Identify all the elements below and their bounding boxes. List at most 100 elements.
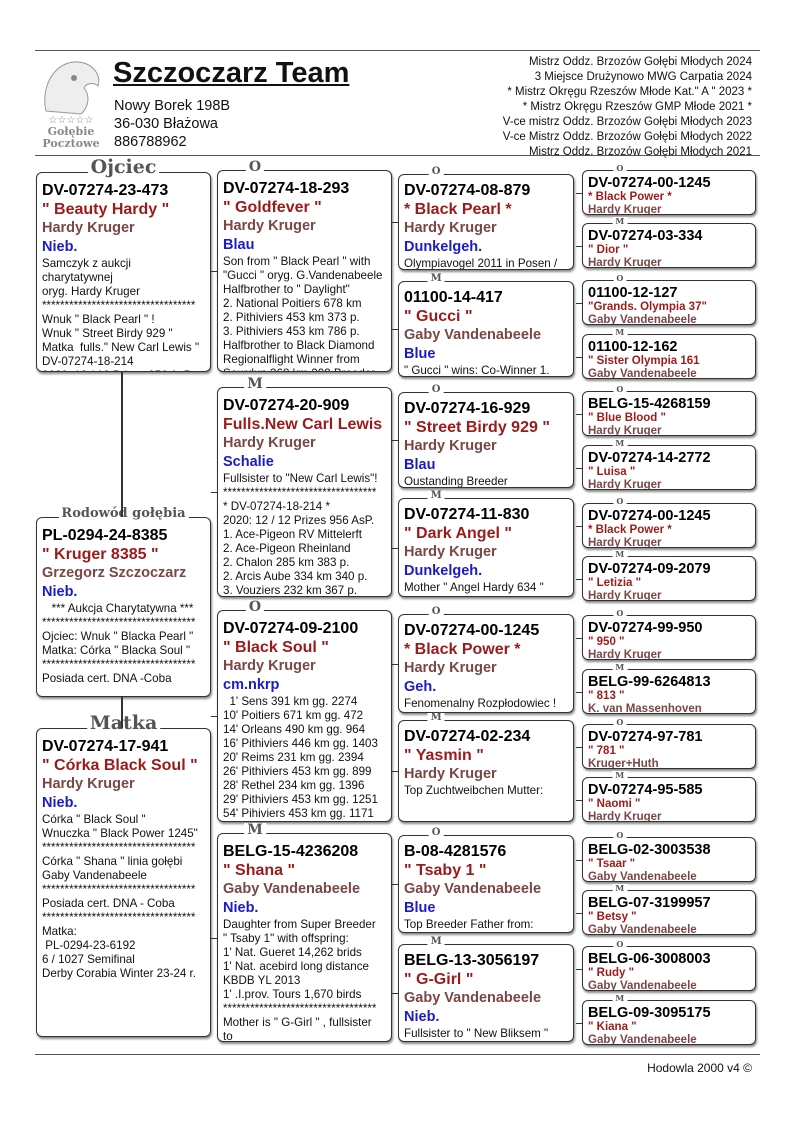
parent-label: M — [612, 663, 628, 671]
note-line: Matka: Córka " Blacka Soul " — [42, 644, 191, 657]
note-line: Fullsister to "New Carl Lewis"! — [223, 472, 378, 485]
award: Mistrz Oddz. Brzozów Gołębi Młodych 2021 — [528, 146, 752, 158]
connector — [576, 1022, 582, 1024]
awards: Mistrz Oddz. Brzozów Gołębi Młodych 2024… — [503, 55, 752, 160]
ring-number: BELG-07-3199957 — [588, 895, 711, 911]
notes: Córka " Black Soul " Wnuczka " Black Powe… — [42, 813, 205, 981]
note-line: ********************************** — [223, 1002, 377, 1015]
ring-number: 01100-12-162 — [588, 339, 678, 355]
note-line: Top Breeder Father from: — [404, 918, 534, 931]
bird-name: " Naomi " — [588, 798, 641, 810]
top-divider — [35, 50, 760, 51]
bird-name: " Shana " — [223, 862, 296, 879]
color: Nieb. — [404, 1009, 440, 1025]
pedigree-box: DV-07274-09-2079 " Letizia " Hardy Kruger — [582, 556, 756, 601]
note-line: Wnuczka " Black Power 1245" — [42, 827, 198, 840]
note-line: * DV-07274-18-214 * — [223, 500, 330, 513]
note-line: charytatywnej — [42, 271, 113, 284]
award: Mistrz Oddz. Brzozów Gołębi Młodych 2024 — [528, 56, 752, 68]
color: Blau — [404, 457, 436, 473]
color: Blue — [404, 346, 436, 362]
pedigree-box: BELG-15-4236208 " Shana " Gaby Vandenabeel… — [217, 833, 392, 1042]
ring-number: DV-07274-09-2100 — [223, 620, 359, 637]
ring-number: DV-07274-00-1245 — [588, 508, 711, 524]
ring-number: BELG-13-3056197 — [404, 952, 540, 969]
connector — [121, 372, 123, 517]
notes: Top Breeder Father from: — [404, 918, 568, 932]
breeder: Gaby Vandenabeele — [588, 980, 697, 991]
note-line: ********************************** — [223, 486, 377, 499]
bird-name: " Goldfever " — [223, 199, 322, 216]
bird-name: " Yasmin " — [404, 747, 484, 764]
note-line: 1. Ace-Pigeon RV Mittelerft — [223, 528, 362, 541]
ring-number: PL-0294-24-8385 — [42, 527, 168, 544]
breeder: Gaby Vandenabeele — [404, 990, 542, 1006]
notes: Samczyk z aukcji charytatywnej oryg. Hardy… — [42, 257, 205, 371]
pedigree-box: BELG-15-4268159 " Blue Blood " Hardy Kruge… — [582, 391, 756, 436]
note-line: Daughter from Super Breeder — [223, 918, 376, 931]
breeder: Hardy Kruger — [404, 766, 497, 782]
note-line: 6 / 1027 Semifinal — [42, 953, 135, 966]
ring-number: DV-07274-18-293 — [223, 180, 350, 197]
pigeon-head-icon: ☆☆☆☆☆ Gołębie Pocztowe — [42, 61, 100, 150]
connector — [392, 884, 398, 885]
ring-number: DV-07274-20-909 — [223, 397, 350, 414]
connector — [576, 691, 582, 693]
ring-number: DV-07274-16-929 — [404, 400, 531, 417]
notes: Olympiavogel 2011 in Posen / — [404, 257, 568, 270]
parent-label: O — [613, 718, 627, 726]
notes: Top Zuchtweibchen Mutter: — [404, 784, 568, 798]
ring-number: 01100-14-417 — [404, 289, 503, 306]
phone: 886788962 — [114, 134, 187, 150]
street: Nowy Borek 198B — [114, 98, 231, 114]
notes: Oustanding Breeder — [404, 475, 568, 487]
ring-number: DV-07274-08-879 — [404, 182, 531, 199]
note-line: PL-0294-23-6192 — [42, 939, 136, 952]
note-line: " Tsaby 1" with offspring: — [223, 932, 349, 945]
pedigree-box: BELG-06-3008003 " Rudy " Gaby Vandenabeele — [582, 946, 756, 991]
bird-name: " 781 " — [588, 745, 625, 757]
note-line: ********************************** — [42, 883, 196, 896]
award: V-ce mistrz Oddz. Brzozów Gołębi Młodych… — [502, 116, 752, 128]
note-line: Wnuk " Street Birdy 929 " — [42, 327, 173, 340]
note-line: Son from " Black Pearl " with — [223, 255, 371, 268]
address: Nowy Borek 198B 36-030 Błażowa 886788962 — [114, 97, 230, 151]
note-line: oryg. Hardy Kruger — [42, 285, 140, 298]
note-line: 1' Nat. acebird long distance — [223, 960, 369, 973]
note-line: ********************************** — [42, 841, 196, 854]
pedigree-box: DV-07274-18-293 " Goldfever " Hardy Kruger… — [217, 170, 392, 372]
bird-name: * Black Power * — [404, 641, 521, 658]
pedigree-box: DV-07274-00-1245 * Black Power * Hardy Kru… — [398, 614, 574, 713]
parent-label: M — [612, 771, 628, 779]
color: Nieb. — [223, 900, 259, 916]
note-line: Olympiavogel 2011 in Posen / — [404, 257, 558, 270]
connector — [392, 547, 398, 549]
breeder: Gaby Vandenabeele — [588, 924, 697, 935]
pedigree-box: BELG-07-3199957 " Betsy " Gaby Vandenabeel… — [582, 890, 756, 935]
ring-number: BELG-02-3003538 — [588, 842, 711, 858]
color: Schalie — [223, 454, 274, 470]
breeder: Gaby Vandenabeele — [588, 314, 697, 325]
parent-label: M — [612, 328, 628, 336]
color: Geh. — [404, 679, 437, 695]
logo: ☆☆☆☆☆ Gołębie Pocztowe — [36, 56, 106, 150]
parent-label: O — [613, 831, 627, 839]
ring-number: BELG-09-3095175 — [588, 1005, 711, 1021]
color: Blue — [404, 900, 436, 916]
pedigree-box: DV-07274-00-1245 * Black Power * Hardy Kru… — [582, 170, 756, 215]
breeder: Hardy Kruger — [404, 544, 497, 560]
connector — [576, 912, 582, 914]
note-line: 2. Ace-Pigeon Rheinland — [223, 542, 351, 555]
bird-name: " Kiana " — [588, 1021, 637, 1033]
bird-name: " Dark Angel " — [404, 525, 512, 542]
ring-number: DV-07274-03-334 — [588, 228, 703, 244]
notes: Daughter from Super Breeder " Tsaby 1" wi… — [223, 918, 386, 1041]
pedigree-box: DV-07274-09-2100 " Black Soul " Hardy Krug… — [217, 610, 392, 822]
bird-name: * Black Power * — [588, 191, 672, 203]
connector — [576, 245, 582, 247]
notes: Fenomenalny Rozpłodowiec ! — [404, 697, 568, 711]
note-line: 28' Rethel 234 km gg. 1396 — [223, 779, 365, 792]
breeder: Hardy Kruger — [588, 479, 662, 490]
breeder: Hardy Kruger — [588, 537, 662, 548]
color: Nieb. — [42, 239, 78, 255]
